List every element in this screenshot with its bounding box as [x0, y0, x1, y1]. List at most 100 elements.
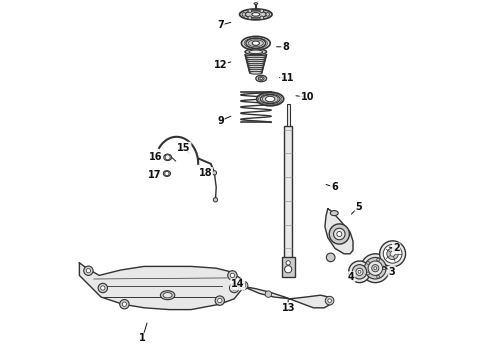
Ellipse shape	[249, 69, 263, 72]
Circle shape	[285, 266, 292, 273]
Circle shape	[390, 251, 395, 256]
Ellipse shape	[245, 53, 267, 56]
Ellipse shape	[260, 94, 280, 104]
Text: 6: 6	[331, 182, 338, 192]
Circle shape	[242, 13, 245, 16]
Circle shape	[232, 286, 236, 290]
Ellipse shape	[245, 49, 267, 55]
Ellipse shape	[245, 55, 266, 58]
Text: 11: 11	[281, 73, 294, 83]
Ellipse shape	[248, 67, 263, 70]
Circle shape	[228, 271, 237, 280]
Circle shape	[328, 299, 331, 302]
Text: 4: 4	[348, 272, 355, 282]
Circle shape	[230, 273, 235, 278]
Circle shape	[260, 9, 264, 13]
Ellipse shape	[248, 65, 264, 68]
Circle shape	[387, 248, 398, 260]
Text: 2: 2	[393, 243, 399, 253]
Text: 9: 9	[217, 116, 224, 126]
Circle shape	[326, 253, 335, 262]
Text: 7: 7	[217, 20, 224, 30]
Circle shape	[356, 268, 363, 275]
Circle shape	[215, 296, 224, 305]
Circle shape	[372, 265, 379, 272]
Ellipse shape	[246, 59, 265, 62]
FancyBboxPatch shape	[282, 257, 294, 277]
Circle shape	[86, 269, 91, 273]
Text: 1: 1	[139, 333, 146, 343]
Ellipse shape	[252, 41, 259, 45]
Ellipse shape	[246, 57, 266, 60]
Ellipse shape	[249, 71, 262, 74]
Polygon shape	[79, 263, 242, 310]
Circle shape	[368, 261, 383, 275]
Circle shape	[248, 16, 252, 20]
Circle shape	[337, 231, 342, 237]
Circle shape	[98, 283, 107, 293]
Circle shape	[248, 9, 252, 13]
Ellipse shape	[330, 211, 338, 216]
Circle shape	[165, 155, 170, 160]
Ellipse shape	[247, 63, 264, 66]
Circle shape	[352, 265, 367, 279]
Circle shape	[377, 275, 380, 278]
Circle shape	[260, 16, 264, 20]
Ellipse shape	[252, 13, 260, 16]
Ellipse shape	[240, 9, 272, 20]
Ellipse shape	[163, 171, 171, 176]
Ellipse shape	[163, 292, 172, 298]
Circle shape	[367, 272, 369, 275]
Ellipse shape	[257, 92, 284, 106]
Circle shape	[84, 266, 93, 275]
Circle shape	[361, 254, 390, 283]
Circle shape	[213, 198, 218, 202]
Ellipse shape	[256, 75, 267, 82]
Text: 13: 13	[281, 303, 295, 313]
Circle shape	[377, 258, 380, 261]
Circle shape	[334, 228, 345, 240]
Circle shape	[383, 267, 386, 270]
Circle shape	[122, 302, 126, 306]
Text: 17: 17	[148, 170, 162, 180]
Circle shape	[266, 13, 270, 16]
Ellipse shape	[266, 96, 275, 102]
Circle shape	[365, 257, 386, 279]
Circle shape	[229, 283, 239, 293]
Text: 16: 16	[149, 152, 163, 162]
Ellipse shape	[260, 78, 263, 79]
Circle shape	[286, 261, 291, 265]
Text: 14: 14	[231, 279, 245, 289]
Ellipse shape	[242, 36, 270, 50]
Text: 18: 18	[198, 168, 212, 178]
Ellipse shape	[245, 11, 267, 18]
Circle shape	[120, 300, 129, 309]
Ellipse shape	[258, 77, 264, 80]
Ellipse shape	[164, 154, 171, 161]
Ellipse shape	[160, 291, 175, 300]
Text: 3: 3	[389, 267, 395, 277]
Circle shape	[325, 296, 334, 305]
Text: 10: 10	[300, 92, 314, 102]
Circle shape	[218, 298, 222, 303]
Circle shape	[380, 241, 406, 267]
Circle shape	[374, 267, 377, 270]
Circle shape	[239, 281, 248, 290]
Circle shape	[329, 224, 349, 244]
Text: 12: 12	[214, 60, 227, 70]
Ellipse shape	[246, 38, 266, 48]
FancyBboxPatch shape	[287, 104, 290, 126]
Circle shape	[165, 171, 169, 176]
Circle shape	[100, 286, 105, 290]
Text: 15: 15	[177, 143, 191, 153]
Circle shape	[349, 261, 370, 283]
Text: 8: 8	[282, 42, 289, 52]
Circle shape	[265, 291, 271, 297]
Circle shape	[383, 244, 402, 263]
Polygon shape	[242, 284, 331, 308]
Ellipse shape	[249, 50, 263, 54]
Ellipse shape	[247, 61, 265, 64]
Circle shape	[212, 171, 217, 175]
FancyBboxPatch shape	[284, 126, 292, 259]
Circle shape	[367, 261, 369, 264]
